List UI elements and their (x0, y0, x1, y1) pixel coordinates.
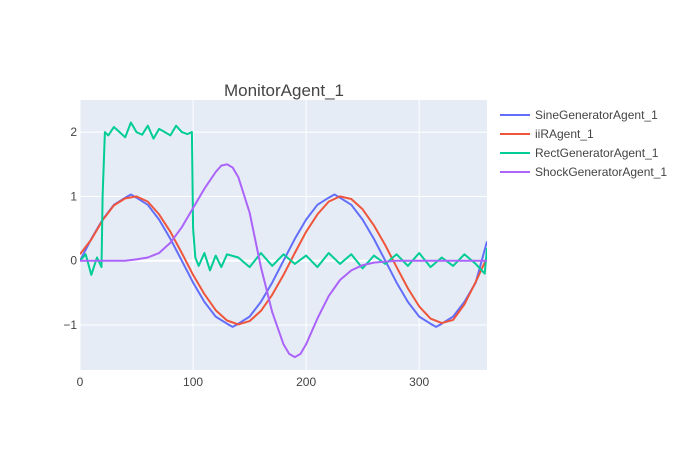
legend-item-rectgeneratoragent-1[interactable]: RectGeneratorAgent_1 (500, 146, 659, 160)
legend-label: ShockGeneratorAgent_1 (535, 165, 667, 179)
legend-item-shockgeneratoragent-1[interactable]: ShockGeneratorAgent_1 (500, 165, 667, 179)
legend-label: iiRAgent_1 (535, 127, 594, 141)
x-tick-label: 100 (183, 375, 203, 389)
x-tick-label: 200 (296, 375, 316, 389)
y-tick-label: 1 (70, 189, 77, 203)
legend-item-iiragent-1[interactable]: iiRAgent_1 (500, 127, 594, 141)
chart-title: MonitorAgent_1 (224, 81, 344, 100)
legend-label: RectGeneratorAgent_1 (535, 146, 659, 160)
y-tick-label: 0 (70, 254, 77, 268)
x-tick-label: 0 (77, 375, 84, 389)
legend-label: SineGeneratorAgent_1 (535, 108, 658, 122)
y-axis: −1 0 1 2 (63, 125, 77, 332)
y-tick-label: 2 (70, 125, 77, 139)
x-tick-label: 300 (409, 375, 429, 389)
y-tick-label: −1 (63, 318, 77, 332)
plot-area (80, 100, 487, 370)
series-line-rectgeneratoragent-1 (80, 121, 487, 276)
series-line-sinegeneratoragent-1 (80, 193, 487, 328)
legend[interactable]: SineGeneratorAgent_1 iiRAgent_1 RectGenera… (500, 108, 667, 179)
series-line-iiragent-1 (80, 195, 487, 326)
series-line-shockgeneratoragent-1 (80, 163, 487, 359)
x-axis: 0 100 200 300 (77, 375, 430, 389)
legend-item-sinegeneratoragent-1[interactable]: SineGeneratorAgent_1 (500, 108, 658, 122)
series-lines (80, 121, 487, 359)
